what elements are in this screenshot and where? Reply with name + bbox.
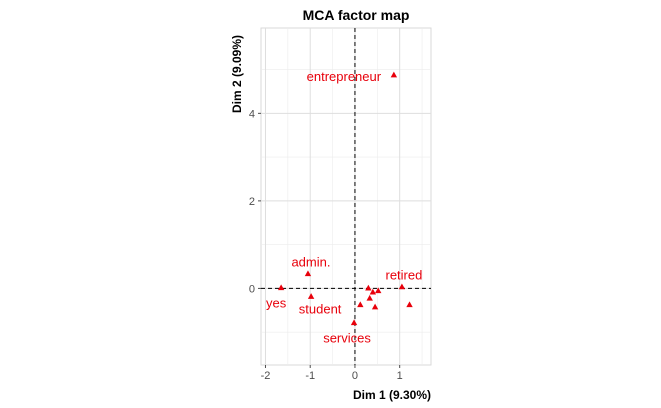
data-point [365,284,372,291]
y-tick-label: 4 [249,108,255,120]
point-label-retired: retired [385,268,422,283]
data-point [375,287,382,294]
point-label-services: services [323,331,371,346]
plot-panel [260,27,432,366]
data-point [304,270,312,277]
x-tick-label: -2 [261,370,271,382]
data-point [357,301,364,308]
point-label-yes: yes [266,296,287,311]
data-point [398,283,406,290]
data-point [390,71,398,78]
data-points [277,71,413,326]
grid-lines [261,28,431,365]
x-tick-label: 1 [397,370,403,382]
point-label-admin: admin. [291,255,330,270]
x-axis-title: Dim 1 (9.30%) [353,388,431,402]
x-tick-label: -1 [305,370,315,382]
plot-border [260,27,432,366]
x-tick-label: 0 [352,370,358,382]
data-point [369,288,377,295]
data-point [366,294,373,301]
y-tick-label: 0 [249,283,255,295]
data-point [406,301,413,308]
y-tick-label: 2 [249,196,255,208]
data-point [350,319,358,326]
y-axis-title: Dim 2 (9.09%) [230,35,244,113]
axis-ticks: -2 -1 0 1 0 2 4 [249,108,403,382]
point-labels: entrepreneur admin. retired yes student servi… [266,69,422,346]
chart-title: MCA factor map [303,7,410,23]
data-point [371,303,379,310]
point-label-entrepreneur: entrepreneur [307,69,382,84]
point-label-student: student [299,301,342,316]
data-point [307,293,315,299]
data-point [277,284,285,291]
